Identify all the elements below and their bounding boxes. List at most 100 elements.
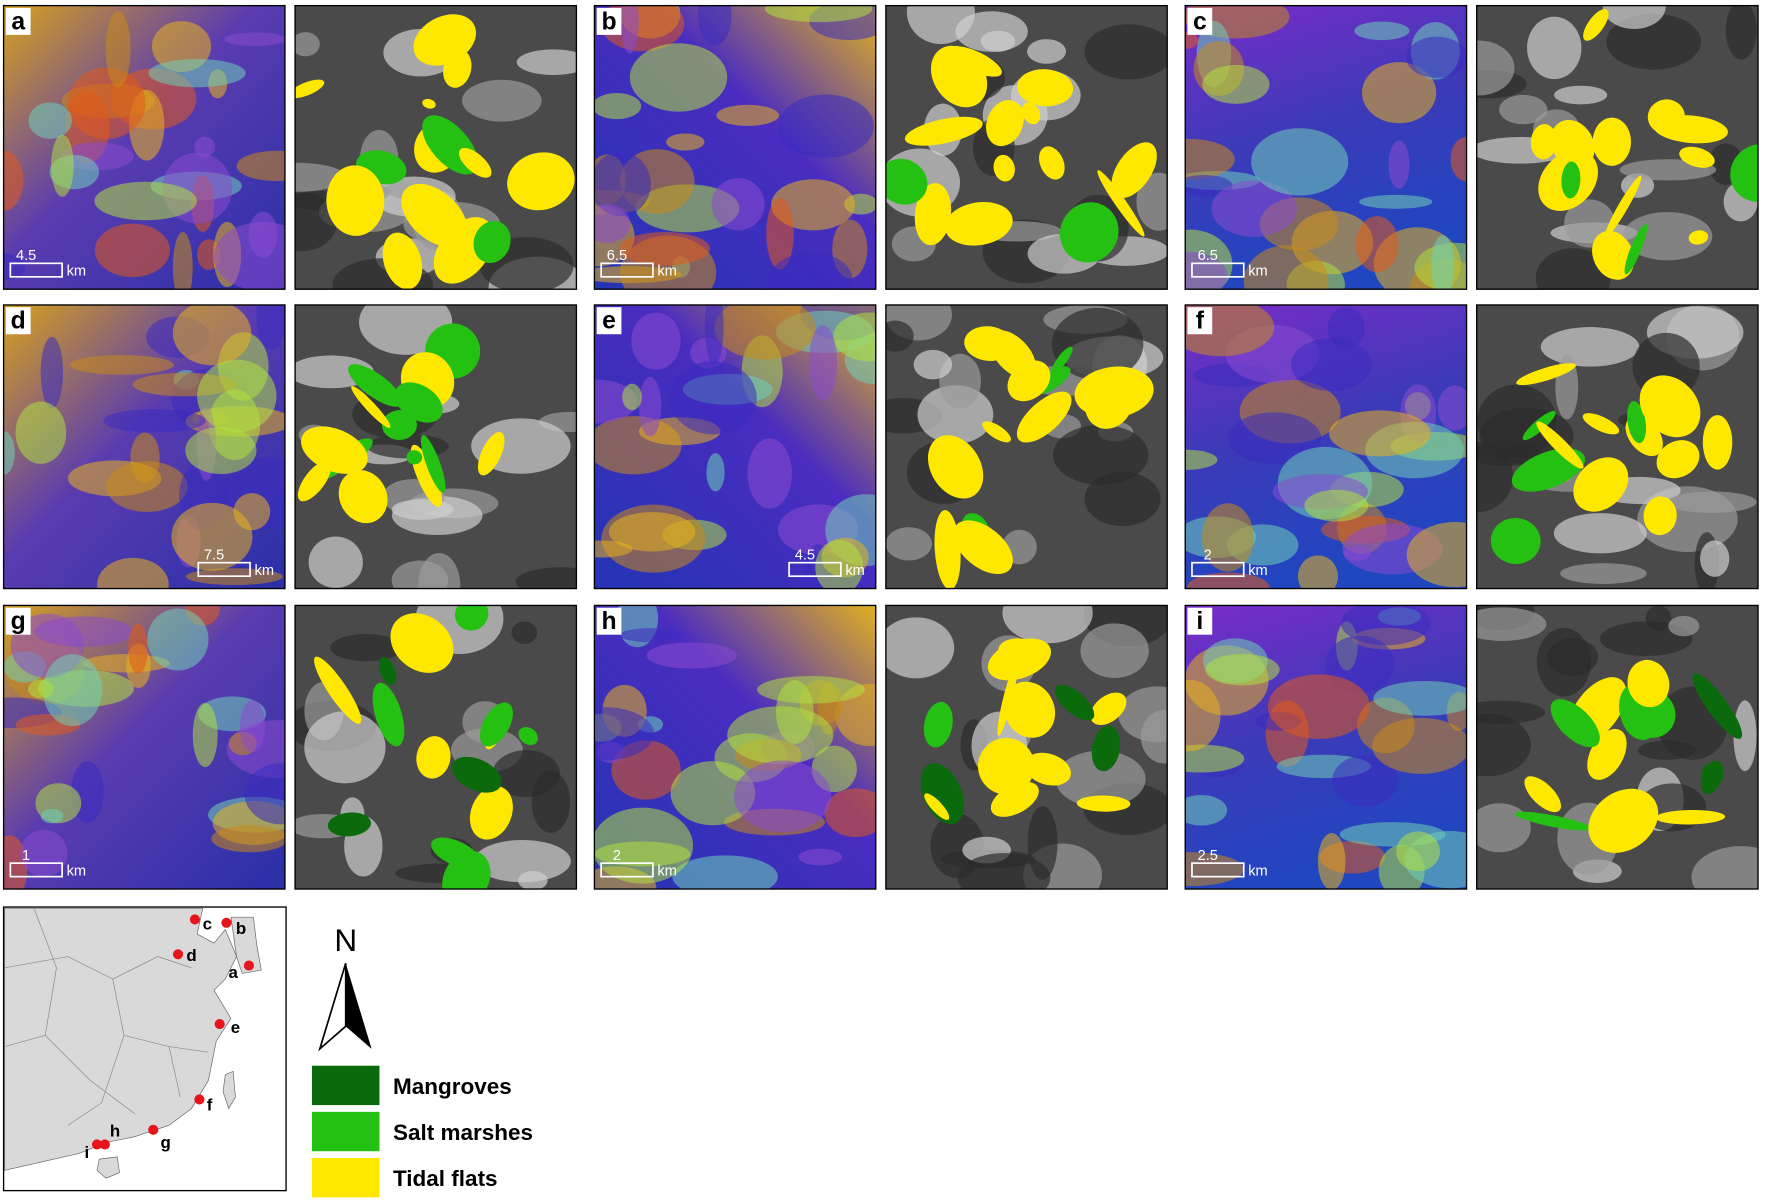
panel-letter-box (5, 7, 31, 35)
texture (1406, 36, 1467, 79)
texture (1052, 424, 1149, 485)
texture (1476, 607, 1547, 641)
class-patch (1091, 725, 1121, 772)
class-patch (1582, 413, 1620, 435)
image-content (1476, 5, 1759, 290)
texture (1700, 540, 1730, 577)
class-patch (885, 158, 928, 205)
image-frame (885, 604, 1168, 890)
panel-letter-box (596, 607, 622, 635)
texture (1027, 39, 1067, 64)
texture (706, 453, 725, 492)
texture (128, 623, 148, 674)
class-patch (1076, 795, 1131, 812)
island (96, 1156, 120, 1179)
class-patch (372, 682, 405, 747)
texture (620, 5, 639, 54)
texture (1373, 680, 1467, 716)
class-patch (518, 727, 539, 746)
texture (885, 617, 955, 679)
texture (629, 43, 728, 112)
texture (1553, 513, 1647, 554)
texture (171, 502, 253, 571)
texture (103, 409, 206, 433)
texture (94, 181, 197, 221)
image-frame (2, 4, 286, 290)
class-patch (914, 183, 952, 246)
class-patch (406, 450, 423, 465)
texture (1476, 40, 1515, 96)
texture (1372, 717, 1467, 774)
scale-bar (1191, 262, 1245, 278)
texture (1185, 744, 1245, 773)
classified-image (1476, 604, 1759, 890)
texture (1361, 62, 1437, 124)
image-content (295, 304, 577, 589)
class-patch (964, 326, 1013, 361)
class-patch (1074, 366, 1154, 418)
class-patch (1017, 69, 1074, 107)
class-patch (1515, 811, 1592, 831)
scale-bar (1191, 561, 1245, 578)
class-patch (976, 527, 1004, 551)
class-patch (978, 737, 1035, 795)
texture (1185, 852, 1244, 887)
arrow-half (345, 963, 372, 1049)
site-label: f (207, 1096, 213, 1115)
class-patch (1550, 699, 1600, 748)
texture (473, 839, 571, 883)
image-frame (294, 304, 578, 590)
texture (295, 32, 320, 57)
texture (1691, 846, 1759, 890)
site-dot (194, 1094, 205, 1105)
composite-image (593, 604, 877, 890)
class-patch (1536, 421, 1584, 469)
texture (764, 5, 873, 23)
texture (1317, 833, 1346, 890)
image-frame (1184, 604, 1468, 890)
texture (28, 102, 72, 139)
texture (1251, 128, 1349, 196)
class-patch (394, 382, 443, 423)
texture (594, 807, 694, 884)
site-label: e (231, 1018, 240, 1037)
texture (1599, 621, 1693, 656)
texture (833, 312, 876, 362)
panel-letter: c (1193, 8, 1207, 35)
texture (27, 679, 54, 699)
texture (106, 461, 188, 512)
texture (172, 232, 193, 290)
panel-letter: b (601, 8, 616, 35)
texture (304, 711, 386, 784)
composite-image (2, 304, 286, 590)
texture (1140, 710, 1168, 764)
scale-bar (788, 561, 842, 578)
site-label: c (203, 914, 212, 933)
texture (631, 312, 681, 370)
class-patch (420, 435, 446, 493)
texture (194, 136, 215, 158)
texture (3, 150, 24, 211)
scale-bar (600, 862, 654, 878)
classified-image (885, 604, 1168, 890)
scale-bar (9, 862, 63, 878)
scale-value: 2 (613, 848, 621, 864)
classified-image (885, 4, 1168, 290)
scale-unit: km (657, 264, 676, 280)
texture (15, 401, 67, 464)
texture (608, 512, 696, 552)
texture (531, 770, 571, 833)
texture (957, 853, 1051, 890)
class-patch (1583, 9, 1609, 41)
class-patch (998, 638, 1049, 669)
scale-value: 4.5 (16, 248, 36, 264)
class-patch (1639, 375, 1701, 438)
image-content (885, 5, 1168, 290)
class-patch (1039, 146, 1065, 180)
class-patch (1702, 415, 1733, 470)
texture (1535, 248, 1611, 290)
panel-letter-box (5, 307, 31, 335)
texture (1055, 750, 1146, 808)
texture (955, 11, 1028, 52)
texture (1329, 410, 1431, 457)
